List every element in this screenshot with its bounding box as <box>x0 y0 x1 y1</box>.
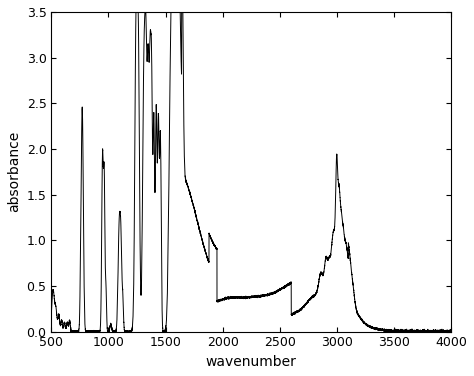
X-axis label: wavenumber: wavenumber <box>206 355 297 369</box>
Y-axis label: absorbance: absorbance <box>7 131 21 212</box>
